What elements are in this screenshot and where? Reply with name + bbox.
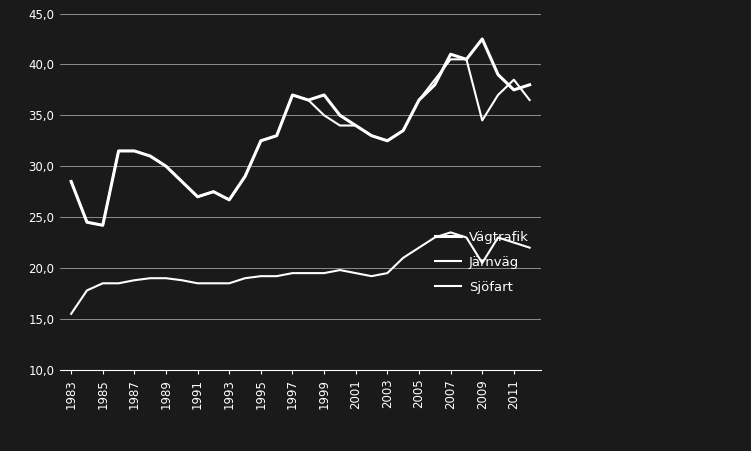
Vägtrafik [67,179,76,184]
Järnväg [493,92,502,98]
Vägtrafik [98,222,107,228]
Sjöfart [304,271,313,276]
Vägtrafik [493,72,502,77]
Vägtrafik [304,97,313,103]
Järnväg [177,179,186,184]
Vägtrafik [478,36,487,41]
Järnväg [67,179,76,184]
Sjöfart [509,240,518,245]
Vägtrafik [383,138,392,143]
Sjöfart [320,271,329,276]
Vägtrafik [509,87,518,92]
Vägtrafik [83,220,92,225]
Järnväg [351,123,360,128]
Vägtrafik [177,179,186,184]
Legend: Vägtrafik, Järnväg, Sjöfart: Vägtrafik, Järnväg, Sjöfart [430,226,534,299]
Vägtrafik [256,138,265,143]
Vägtrafik [288,92,297,98]
Vägtrafik [367,133,376,138]
Vägtrafik [193,194,202,199]
Sjöfart [351,271,360,276]
Vägtrafik [525,82,534,87]
Sjöfart [383,271,392,276]
Sjöfart [430,235,439,240]
Järnväg [336,123,345,128]
Sjöfart [272,273,281,279]
Sjöfart [146,276,155,281]
Vägtrafik [225,197,234,202]
Järnväg [272,133,281,138]
Sjöfart [336,267,345,273]
Järnväg [320,113,329,118]
Sjöfart [446,230,455,235]
Järnväg [304,97,313,103]
Järnväg [256,138,265,143]
Järnväg [399,128,408,133]
Sjöfart [225,281,234,286]
Sjöfart [193,281,202,286]
Järnväg [161,164,170,169]
Vägtrafik [430,82,439,87]
Järnväg [114,148,123,154]
Järnväg [225,197,234,202]
Line: Vägtrafik: Vägtrafik [71,39,529,225]
Vägtrafik [146,153,155,159]
Sjöfart [161,276,170,281]
Vägtrafik [446,51,455,57]
Sjöfart [415,245,424,250]
Sjöfart [288,271,297,276]
Järnväg [509,77,518,83]
Line: Sjöfart: Sjöfart [71,232,529,314]
Vägtrafik [161,164,170,169]
Järnväg [98,222,107,228]
Vägtrafik [399,128,408,133]
Sjöfart [367,273,376,279]
Järnväg [462,57,471,62]
Vägtrafik [462,57,471,62]
Sjöfart [83,288,92,293]
Järnväg [83,220,92,225]
Sjöfart [240,276,249,281]
Järnväg [383,138,392,143]
Vägtrafik [320,92,329,98]
Järnväg [146,153,155,159]
Vägtrafik [351,123,360,128]
Sjöfart [177,277,186,283]
Sjöfart [256,273,265,279]
Sjöfart [114,281,123,286]
Sjöfart [493,235,502,240]
Järnväg [446,57,455,62]
Sjöfart [478,260,487,266]
Sjöfart [462,235,471,240]
Järnväg [525,97,534,103]
Järnväg [130,148,139,154]
Järnväg [478,118,487,123]
Sjöfart [67,311,76,317]
Vägtrafik [336,113,345,118]
Vägtrafik [114,148,123,154]
Sjöfart [130,277,139,283]
Sjöfart [209,281,218,286]
Sjöfart [98,281,107,286]
Järnväg [288,92,297,98]
Line: Järnväg: Järnväg [71,60,529,225]
Järnväg [193,194,202,199]
Järnväg [209,189,218,194]
Vägtrafik [415,97,424,103]
Järnväg [367,133,376,138]
Järnväg [415,97,424,103]
Järnväg [430,77,439,83]
Järnväg [240,174,249,179]
Vägtrafik [209,189,218,194]
Vägtrafik [130,148,139,154]
Sjöfart [525,245,534,250]
Vägtrafik [272,133,281,138]
Sjöfart [399,255,408,261]
Vägtrafik [240,174,249,179]
